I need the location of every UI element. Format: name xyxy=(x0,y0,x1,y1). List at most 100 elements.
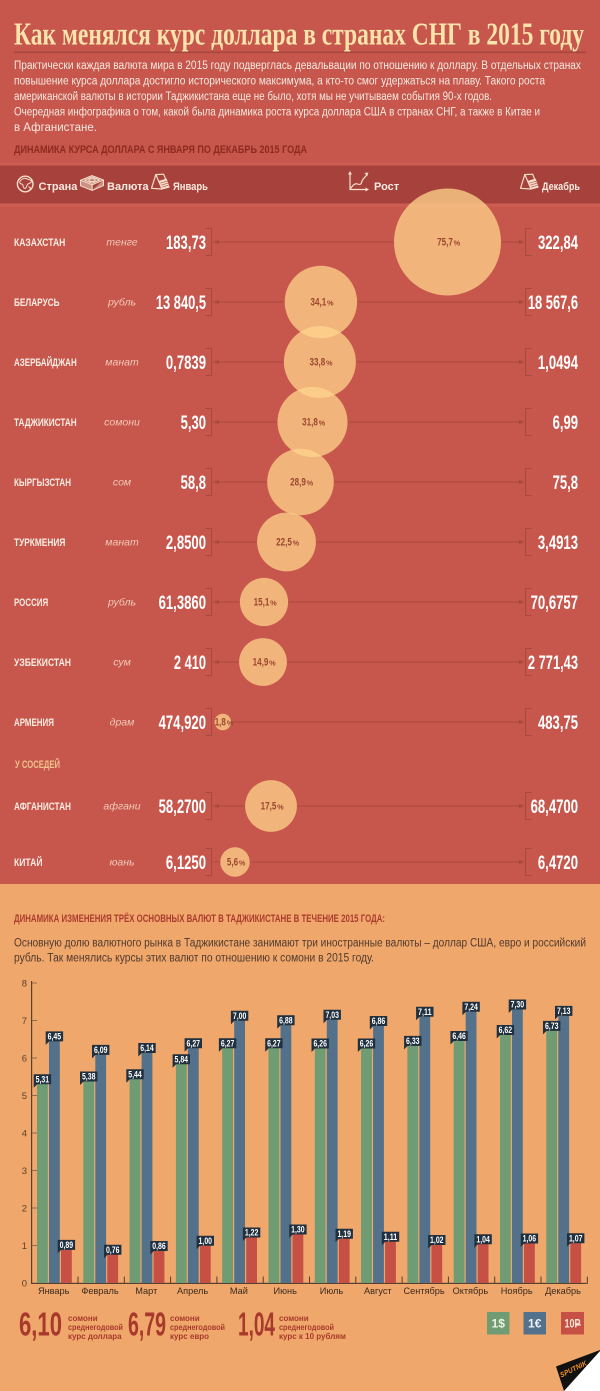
svg-text:Очередная инфографика о том, к: Очередная инфографика о том, какой была … xyxy=(14,107,540,119)
svg-text:1,04: 1,04 xyxy=(238,1306,275,1343)
svg-text:6,73: 6,73 xyxy=(545,1021,559,1031)
svg-text:75,8: 75,8 xyxy=(553,473,578,494)
svg-text:тенге: тенге xyxy=(106,237,137,249)
svg-text:афгани: афгани xyxy=(103,801,140,813)
svg-text:7,03: 7,03 xyxy=(325,1010,339,1020)
svg-text:6,62: 6,62 xyxy=(499,1025,513,1035)
svg-text:юань: юань xyxy=(109,857,134,869)
svg-text:курс евро: курс евро xyxy=(170,1332,209,1341)
svg-text:%: % xyxy=(293,538,300,547)
svg-text:Март: Март xyxy=(135,1286,158,1296)
svg-text:6,99: 6,99 xyxy=(553,413,578,434)
svg-text:2 771,43: 2 771,43 xyxy=(528,653,578,674)
svg-text:%: % xyxy=(327,298,334,307)
svg-text:1,22: 1,22 xyxy=(245,1228,259,1238)
svg-text:Июнь: Июнь xyxy=(274,1286,298,1296)
svg-text:6,33: 6,33 xyxy=(406,1036,420,1046)
svg-text:6,45: 6,45 xyxy=(48,1032,62,1042)
svg-text:61,3860: 61,3860 xyxy=(159,593,206,614)
svg-text:17,5: 17,5 xyxy=(261,800,277,812)
svg-text:КЫРГЫЗСТАН: КЫРГЫЗСТАН xyxy=(14,477,71,489)
svg-text:15,1: 15,1 xyxy=(254,596,270,608)
svg-text:8: 8 xyxy=(22,978,27,989)
svg-text:Страна: Страна xyxy=(39,181,79,193)
svg-text:Сентябрь: Сентябрь xyxy=(404,1286,445,1296)
svg-text:1,00: 1,00 xyxy=(199,1236,213,1246)
svg-text:68,4700: 68,4700 xyxy=(531,797,578,818)
svg-text:среднегодовой: среднегодовой xyxy=(68,1323,123,1332)
svg-text:ДИНАМИКА ИЗМЕНЕНИЯ ТРЁХ ОСНОВН: ДИНАМИКА ИЗМЕНЕНИЯ ТРЁХ ОСНОВНЫХ ВАЛЮТ В… xyxy=(14,912,385,925)
svg-text:58,2700: 58,2700 xyxy=(159,797,206,818)
svg-text:драм: драм xyxy=(110,717,135,729)
svg-text:Декабрь: Декабрь xyxy=(542,181,580,193)
svg-text:Апрель: Апрель xyxy=(177,1286,208,1296)
svg-text:1,19: 1,19 xyxy=(337,1229,351,1239)
svg-text:сомони: сомони xyxy=(279,1314,309,1323)
svg-text:7,00: 7,00 xyxy=(233,1011,247,1021)
svg-text:2,8500: 2,8500 xyxy=(166,533,206,554)
svg-text:6,14: 6,14 xyxy=(140,1043,154,1053)
svg-text:%: % xyxy=(307,478,314,487)
svg-text:10P: 10P xyxy=(565,1317,581,1331)
svg-text:курс к 10 рублям: курс к 10 рублям xyxy=(279,1332,346,1341)
svg-text:6,09: 6,09 xyxy=(94,1045,108,1055)
svg-text:курс доллара: курс доллара xyxy=(68,1332,122,1341)
svg-text:0,7839: 0,7839 xyxy=(166,353,206,374)
svg-text:33,8: 33,8 xyxy=(310,356,326,368)
svg-text:сум: сум xyxy=(113,657,131,669)
svg-text:1,04: 1,04 xyxy=(476,1234,490,1244)
svg-text:Как менялся курс доллара в стр: Как менялся курс доллара в странах СНГ в… xyxy=(14,16,584,52)
svg-text:7: 7 xyxy=(22,1016,27,1027)
svg-text:6,26: 6,26 xyxy=(360,1039,374,1049)
svg-text:0: 0 xyxy=(22,1278,27,1289)
svg-text:5,38: 5,38 xyxy=(82,1072,96,1082)
svg-text:70,6757: 70,6757 xyxy=(531,593,578,614)
svg-text:28,9: 28,9 xyxy=(290,476,306,488)
svg-text:1,0494: 1,0494 xyxy=(538,353,578,374)
svg-text:Декабрь: Декабрь xyxy=(545,1286,581,1296)
svg-text:0,89: 0,89 xyxy=(60,1240,74,1250)
svg-text:1: 1 xyxy=(22,1241,27,1252)
svg-text:6,26: 6,26 xyxy=(313,1039,327,1049)
svg-text:1,30: 1,30 xyxy=(291,1225,305,1235)
svg-text:5,44: 5,44 xyxy=(128,1069,142,1079)
svg-text:АФГАНИСТАН: АФГАНИСТАН xyxy=(14,801,71,813)
svg-text:УЗБЕКИСТАН: УЗБЕКИСТАН xyxy=(14,657,71,669)
svg-text:%: % xyxy=(277,802,284,811)
svg-text:5: 5 xyxy=(22,1091,27,1102)
svg-text:3: 3 xyxy=(22,1166,27,1177)
svg-text:75,7: 75,7 xyxy=(437,236,453,248)
svg-text:ТАДЖИКИСТАН: ТАДЖИКИСТАН xyxy=(14,417,77,429)
svg-text:7,13: 7,13 xyxy=(557,1006,571,1016)
svg-text:6,27: 6,27 xyxy=(221,1038,235,1048)
svg-text:Валюта: Валюта xyxy=(107,181,150,193)
svg-text:22,5: 22,5 xyxy=(276,536,292,548)
svg-text:6,27: 6,27 xyxy=(187,1038,201,1048)
svg-text:БЕЛАРУСЬ: БЕЛАРУСЬ xyxy=(14,297,60,309)
svg-text:КАЗАХСТАН: КАЗАХСТАН xyxy=(14,237,65,249)
svg-text:Май: Май xyxy=(230,1286,248,1296)
svg-text:%: % xyxy=(454,238,461,247)
svg-text:манат: манат xyxy=(105,357,139,369)
svg-text:3,4913: 3,4913 xyxy=(538,533,578,554)
svg-text:Январь: Январь xyxy=(173,181,208,193)
svg-text:среднегодовой: среднегодовой xyxy=(170,1323,225,1332)
svg-text:%: % xyxy=(326,358,333,367)
svg-text:6: 6 xyxy=(22,1053,27,1064)
svg-text:сомони: сомони xyxy=(104,417,140,429)
svg-text:ДИНАМИКА КУРСА ДОЛЛАРА С ЯНВАР: ДИНАМИКА КУРСА ДОЛЛАРА С ЯНВАРЯ ПО ДЕКАБ… xyxy=(14,144,307,156)
svg-text:Июль: Июль xyxy=(320,1286,344,1296)
svg-text:6,10: 6,10 xyxy=(19,1306,62,1343)
svg-text:7,24: 7,24 xyxy=(464,1002,478,1012)
svg-text:АРМЕНИЯ: АРМЕНИЯ xyxy=(14,717,54,729)
svg-text:сом: сом xyxy=(113,477,131,489)
svg-text:1,06: 1,06 xyxy=(523,1234,537,1244)
svg-text:%: % xyxy=(227,718,234,727)
svg-text:1,11: 1,11 xyxy=(384,1232,398,1242)
svg-text:474,920: 474,920 xyxy=(159,713,206,734)
svg-text:Октябрь: Октябрь xyxy=(453,1286,489,1296)
svg-text:5,31: 5,31 xyxy=(36,1074,50,1084)
svg-text:6,4720: 6,4720 xyxy=(538,853,578,874)
svg-text:34,1: 34,1 xyxy=(311,296,327,308)
svg-text:%: % xyxy=(319,418,326,427)
